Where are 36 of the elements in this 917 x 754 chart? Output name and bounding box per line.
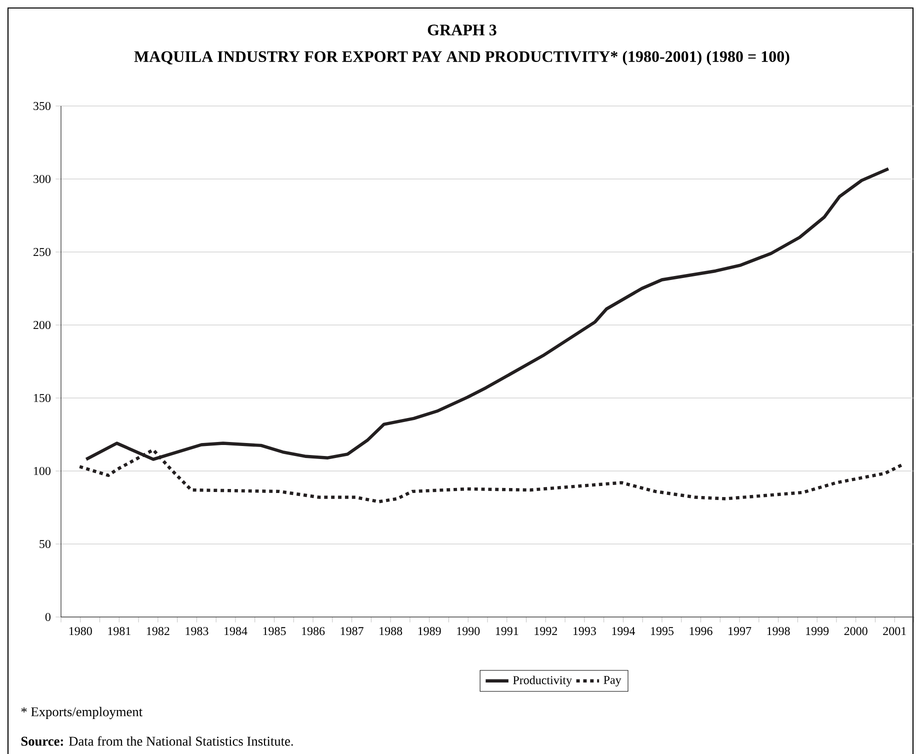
y-tick-label: 350 (34, 102, 51, 110)
chart-subtitle: MAQUILA INDUSTRY FOR EXPORT PAY AND PRODUCTIVITY* (1980-2001) (1980 = 100) (134, 50, 790, 66)
x-tick-label: 1986 (302, 627, 325, 636)
x-tick-label: 1983 (186, 627, 208, 636)
x-tick-label: 1999 (806, 627, 829, 636)
x-tick-label: 1980 (69, 627, 92, 636)
x-tick-label: 1991 (496, 627, 518, 636)
y-tick-label: 250 (33, 248, 51, 256)
text: * Exports/employment (21, 706, 142, 720)
y-tick-label: 300 (34, 174, 51, 184)
x-tick-label: 1992 (534, 627, 557, 636)
y-tick-label: 150 (34, 394, 51, 402)
y-tick-label: 50 (40, 540, 51, 548)
x-tick-label: 1981 (108, 627, 130, 636)
y-tick-label: 100 (34, 466, 51, 476)
x-tick-label: 1995 (651, 627, 674, 636)
x-tick-label: 1987 (340, 627, 364, 636)
x-tick-label: 1984 (224, 627, 248, 636)
y-tick-label: 0 (45, 612, 51, 622)
x-tick-label: 1988 (380, 627, 402, 636)
x-tick-label: 1982 (146, 627, 170, 636)
x-tick-label: 1990 (457, 627, 480, 636)
legend-label: Productivity (513, 676, 572, 687)
text: Source: Data from the National Statistics Institute. (21, 736, 293, 746)
x-tick-label: 1993 (573, 627, 596, 636)
legend-label: Pay (604, 676, 622, 686)
x-tick-label: 1989 (418, 627, 441, 636)
y-tick-label: 200 (33, 320, 51, 330)
x-tick-label: 1998 (767, 627, 790, 636)
x-tick-label: 2000 (844, 627, 868, 636)
x-tick-label: 1996 (690, 627, 712, 636)
x-tick-label: 2001 (883, 627, 906, 636)
x-tick-label: 1994 (612, 627, 636, 636)
chart-title: GRAPH 3 (428, 24, 496, 36)
x-tick-label: 1997 (728, 627, 752, 636)
x-tick-label: 1985 (263, 627, 286, 636)
